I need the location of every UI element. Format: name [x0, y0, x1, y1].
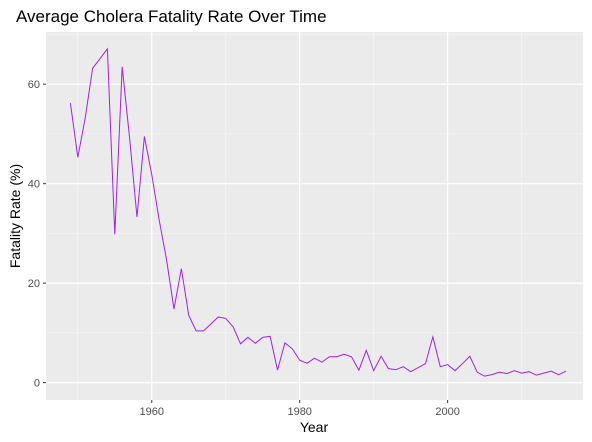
y-axis-title: Fatality Rate (%): [7, 164, 23, 268]
chart-title: Average Cholera Fatality Rate Over Time: [16, 7, 327, 26]
y-tick-label: 0: [34, 378, 40, 390]
y-tick-label: 40: [28, 179, 40, 191]
plot-panel: [46, 32, 583, 400]
x-tick-label: 1960: [140, 406, 164, 418]
x-axis-ticks: 1960 1980 2000: [140, 400, 460, 418]
x-tick-label: 1980: [287, 406, 311, 418]
y-tick-label: 60: [28, 79, 40, 91]
minor-grid-x: [77, 32, 522, 400]
x-tick-label: 2000: [435, 406, 459, 418]
major-grid-y: [46, 83, 583, 384]
y-tick-label: 20: [28, 278, 40, 290]
x-axis-title: Year: [300, 419, 329, 435]
y-axis-ticks: 0 20 40 60: [28, 79, 46, 390]
major-grid-x: [151, 32, 449, 400]
minor-grid-y: [46, 34, 583, 334]
fatality-rate-line: [69, 47, 567, 377]
